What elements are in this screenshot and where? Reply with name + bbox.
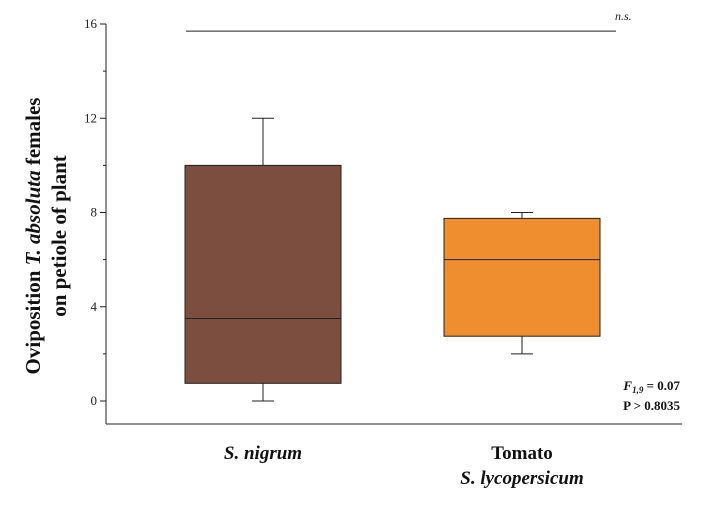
y-axis-label-suffix: females: [21, 98, 45, 171]
stat-f-number: = 0.07: [643, 378, 680, 393]
category-label: Tomato: [491, 443, 553, 464]
stat-f-subscript: 1,9: [632, 385, 644, 395]
category-labels: S. nigrum Tomato S. lycopersicum: [224, 443, 584, 489]
y-axis-label-line2-group: on petiole of plant: [47, 155, 71, 317]
y-tick-label: 4: [91, 299, 98, 314]
significance-label: n.s.: [615, 9, 632, 23]
stat-f-value: F1,9 = 0.07: [622, 378, 680, 395]
y-axis-label-species: T. absoluta: [21, 170, 45, 265]
category-label: S. nigrum: [224, 443, 302, 464]
y-axis-label-line2: on petiole of plant: [47, 155, 71, 317]
y-axis-ticks: 0 4 8 12 16: [84, 16, 106, 408]
y-tick-label: 0: [91, 393, 98, 408]
box-iqr: [443, 217, 601, 337]
box-2: [443, 212, 601, 355]
category-sublabel: S. lycopersicum: [460, 468, 584, 489]
y-axis-label-line1-group: Oviposition T. absoluta females: [21, 98, 45, 375]
y-axis-label-prefix: Oviposition: [21, 265, 45, 374]
y-tick-label: 8: [91, 205, 98, 220]
stat-p-value: P > 0.8035: [623, 398, 680, 413]
y-tick-label: 16: [84, 16, 98, 31]
box-iqr: [184, 164, 342, 384]
stat-f-symbol: F: [622, 378, 632, 393]
box-1: [184, 117, 342, 402]
y-tick-label: 12: [84, 110, 97, 125]
boxes-group: [184, 117, 601, 402]
y-axis-label-line1: Oviposition T. absoluta females: [21, 98, 45, 375]
